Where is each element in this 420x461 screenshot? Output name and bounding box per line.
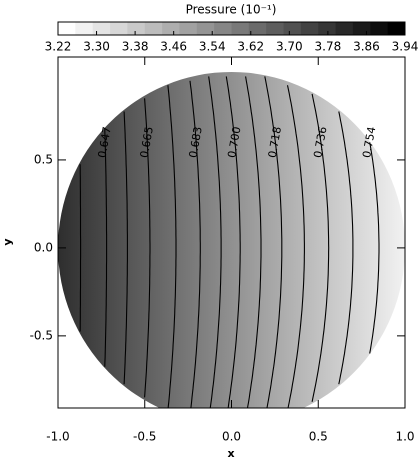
contour-line [225,76,241,408]
plot-area: 0.647 0.665 0.683 0.700 0.718 0.736 0.754 [58,72,405,408]
colorbar-band [370,22,389,35]
contour-line [264,76,283,408]
x-tick-label: 0.0 [222,430,241,444]
contours: 0.647 0.665 0.683 0.700 0.718 0.736 0.754 [79,76,380,408]
colorbar-band [266,22,285,35]
y-tick-label: -0.5 [30,328,53,342]
colorbar-tick-label: 3.54 [199,40,226,54]
contour-line [123,111,128,385]
contour-label: 0.718 [266,126,284,159]
x-axis-label: x [227,447,234,460]
colorbar-frame [57,21,406,36]
colorbar-band [92,22,111,35]
colorbar-tick-label: 3.94 [392,40,419,54]
x-tick-label: 1.0 [395,430,414,444]
contour-label: 0.736 [311,126,329,159]
colorbar-band [179,22,198,35]
colorbar-band [335,22,354,35]
contour-line [208,76,222,408]
y-tick-label: 0.0 [34,240,53,254]
disk [58,72,405,408]
contour-line [286,85,305,408]
colorbar-band [248,22,267,35]
colorbar-tick-label: 3.70 [276,40,303,54]
contour-line [369,142,380,354]
colorbar-band [75,22,94,35]
contour-line [245,76,262,408]
colorbar-band [162,22,180,35]
y-tick-label: 0.5 [34,152,53,166]
contour-line [104,129,108,367]
contour-label: 0.754 [360,126,378,159]
colorbar-band [214,22,232,35]
colorbar-band [300,22,319,35]
contour-line [189,80,201,408]
y-axis-label: y [1,238,14,245]
x-tick-label: 0.5 [309,430,328,444]
colorbar-band [144,22,163,35]
colorbar-band [352,22,371,35]
contour-line [311,93,330,402]
colorbar-tick-label: 3.22 [45,40,72,54]
colorbar-band [283,22,302,35]
contour-line [338,111,354,385]
colorbar-tick-label: 3.62 [237,40,264,54]
contour-line [144,98,151,398]
contour-label: 0.647 [96,126,114,159]
chart-title: Pressure (10⁻¹) [186,3,277,17]
colorbar-tick-label: 3.38 [122,40,149,54]
contour-label: 0.683 [187,126,205,159]
colorbar-band [231,22,250,35]
colorbar-band [58,22,76,35]
colorbar-tick-label: 3.78 [315,40,342,54]
colorbar-tick-label: 3.30 [83,40,110,54]
colorbar-tick-label: 3.46 [160,40,187,54]
contour-line [79,164,82,332]
contour-line [167,85,177,408]
colorbar-tick-label: 3.86 [353,40,380,54]
contour-label: 0.700 [225,126,243,159]
colorbar-band [127,22,146,35]
x-tick-label: -0.5 [133,430,156,444]
colorbar-band [196,22,215,35]
colorbar-band [110,22,128,35]
x-tick-label: -1.0 [46,430,69,444]
colorbar-band [387,22,406,35]
contour-label: 0.665 [138,126,156,159]
colorbar-band [318,22,337,35]
colorbar: 3.22 3.30 3.38 3.46 3.54 3.62 3.70 3.78 3.86 3.94 [45,21,419,54]
